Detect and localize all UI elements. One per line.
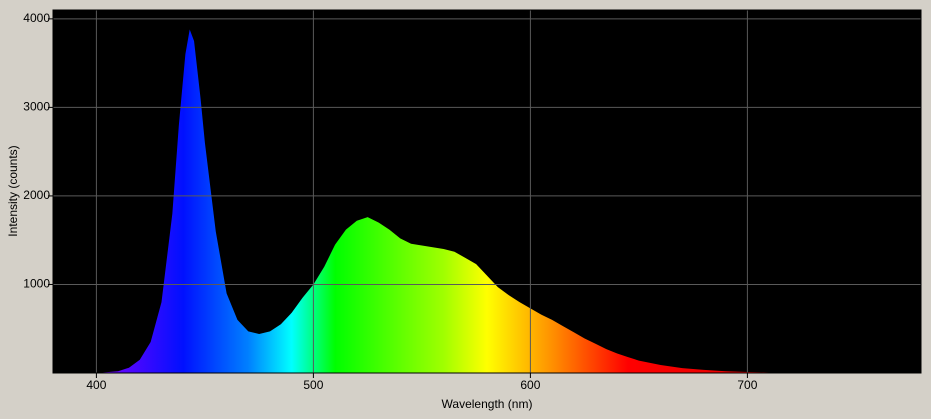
plot-border	[52, 9, 922, 374]
spectrum-area	[96, 29, 878, 373]
x-tick-label: 700	[737, 378, 757, 392]
y-axis-label: Intensity (counts)	[6, 145, 20, 236]
y-tick-label: 4000	[23, 11, 50, 25]
y-tick-label: 3000	[23, 100, 50, 114]
y-tick-label: 1000	[23, 277, 50, 291]
y-tick-label: 2000	[23, 188, 50, 202]
x-tick-label: 400	[86, 378, 106, 392]
x-tick-label: 600	[520, 378, 540, 392]
x-axis-label: Wavelength (nm)	[442, 397, 533, 411]
x-tick-label: 500	[303, 378, 323, 392]
